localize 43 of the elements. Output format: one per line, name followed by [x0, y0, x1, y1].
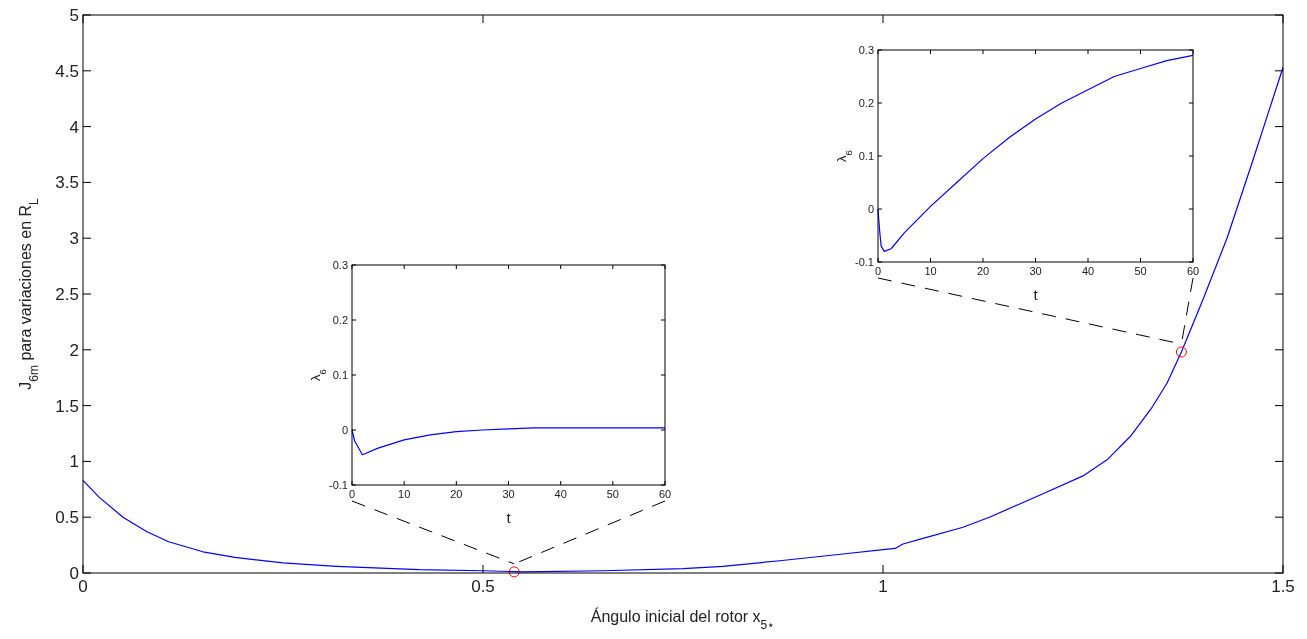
y-tick-label: 0.3 [332, 258, 348, 271]
line-series [351, 427, 666, 456]
x-tick-label: 0 [874, 265, 882, 277]
y-tick-label: 0 [867, 202, 874, 215]
y-tick-label: 0.2 [858, 96, 874, 109]
x-tick-label: 30 [502, 488, 515, 500]
y-tick-label: 0.5 [55, 508, 79, 528]
y-tick-label: 0.2 [332, 313, 348, 326]
x-tick-label: 10 [398, 488, 411, 500]
x-tick-label: 0 [348, 488, 356, 500]
x-axis-title: t [1033, 286, 1039, 303]
y-tick-label: 0 [341, 423, 348, 436]
x-tick-label: 50 [1134, 265, 1147, 277]
x-tick-label: 60 [1186, 265, 1200, 277]
line-series [877, 54, 1194, 252]
x-tick-label: 30 [1029, 265, 1042, 277]
y-tick-label: 1.5 [55, 396, 79, 416]
y-tick-label: 0.3 [858, 43, 874, 56]
y-tick-label: 0.1 [858, 149, 874, 162]
x-tick-label: 0.5 [471, 577, 495, 596]
x-tick-label: 50 [606, 488, 619, 500]
x-axis-title: t [506, 509, 512, 526]
x-tick-label: 20 [450, 488, 463, 500]
x-tick-label: 1 [878, 577, 888, 596]
x-tick-label: 20 [976, 265, 990, 277]
x-axis-title: Ángulo inicial del rotor x$_{5⋆}$ [590, 607, 776, 632]
x-tick-label: 10 [924, 265, 937, 277]
y-tick-label: 1 [69, 452, 79, 472]
y-tick-label: 5 [69, 5, 79, 25]
y-tick-label: 0 [69, 563, 79, 583]
x-tick-label: 60 [658, 488, 672, 500]
y-tick-label: 3 [69, 229, 79, 249]
y-tick-label: 2 [69, 340, 79, 360]
x-tick-label: 1.5 [1271, 577, 1295, 596]
y-tick-label: 4 [69, 117, 79, 137]
y-tick-label: 2.5 [55, 284, 79, 304]
y-tick-label: -0.1 [329, 478, 348, 491]
y-tick-label: 0.1 [332, 368, 348, 381]
x-tick-label: 40 [1081, 265, 1095, 277]
y-tick-label: -0.1 [855, 255, 874, 268]
y-tick-label: 4.5 [55, 61, 79, 81]
y-tick-label: 3.5 [55, 173, 79, 193]
x-tick-label: 40 [554, 488, 567, 500]
